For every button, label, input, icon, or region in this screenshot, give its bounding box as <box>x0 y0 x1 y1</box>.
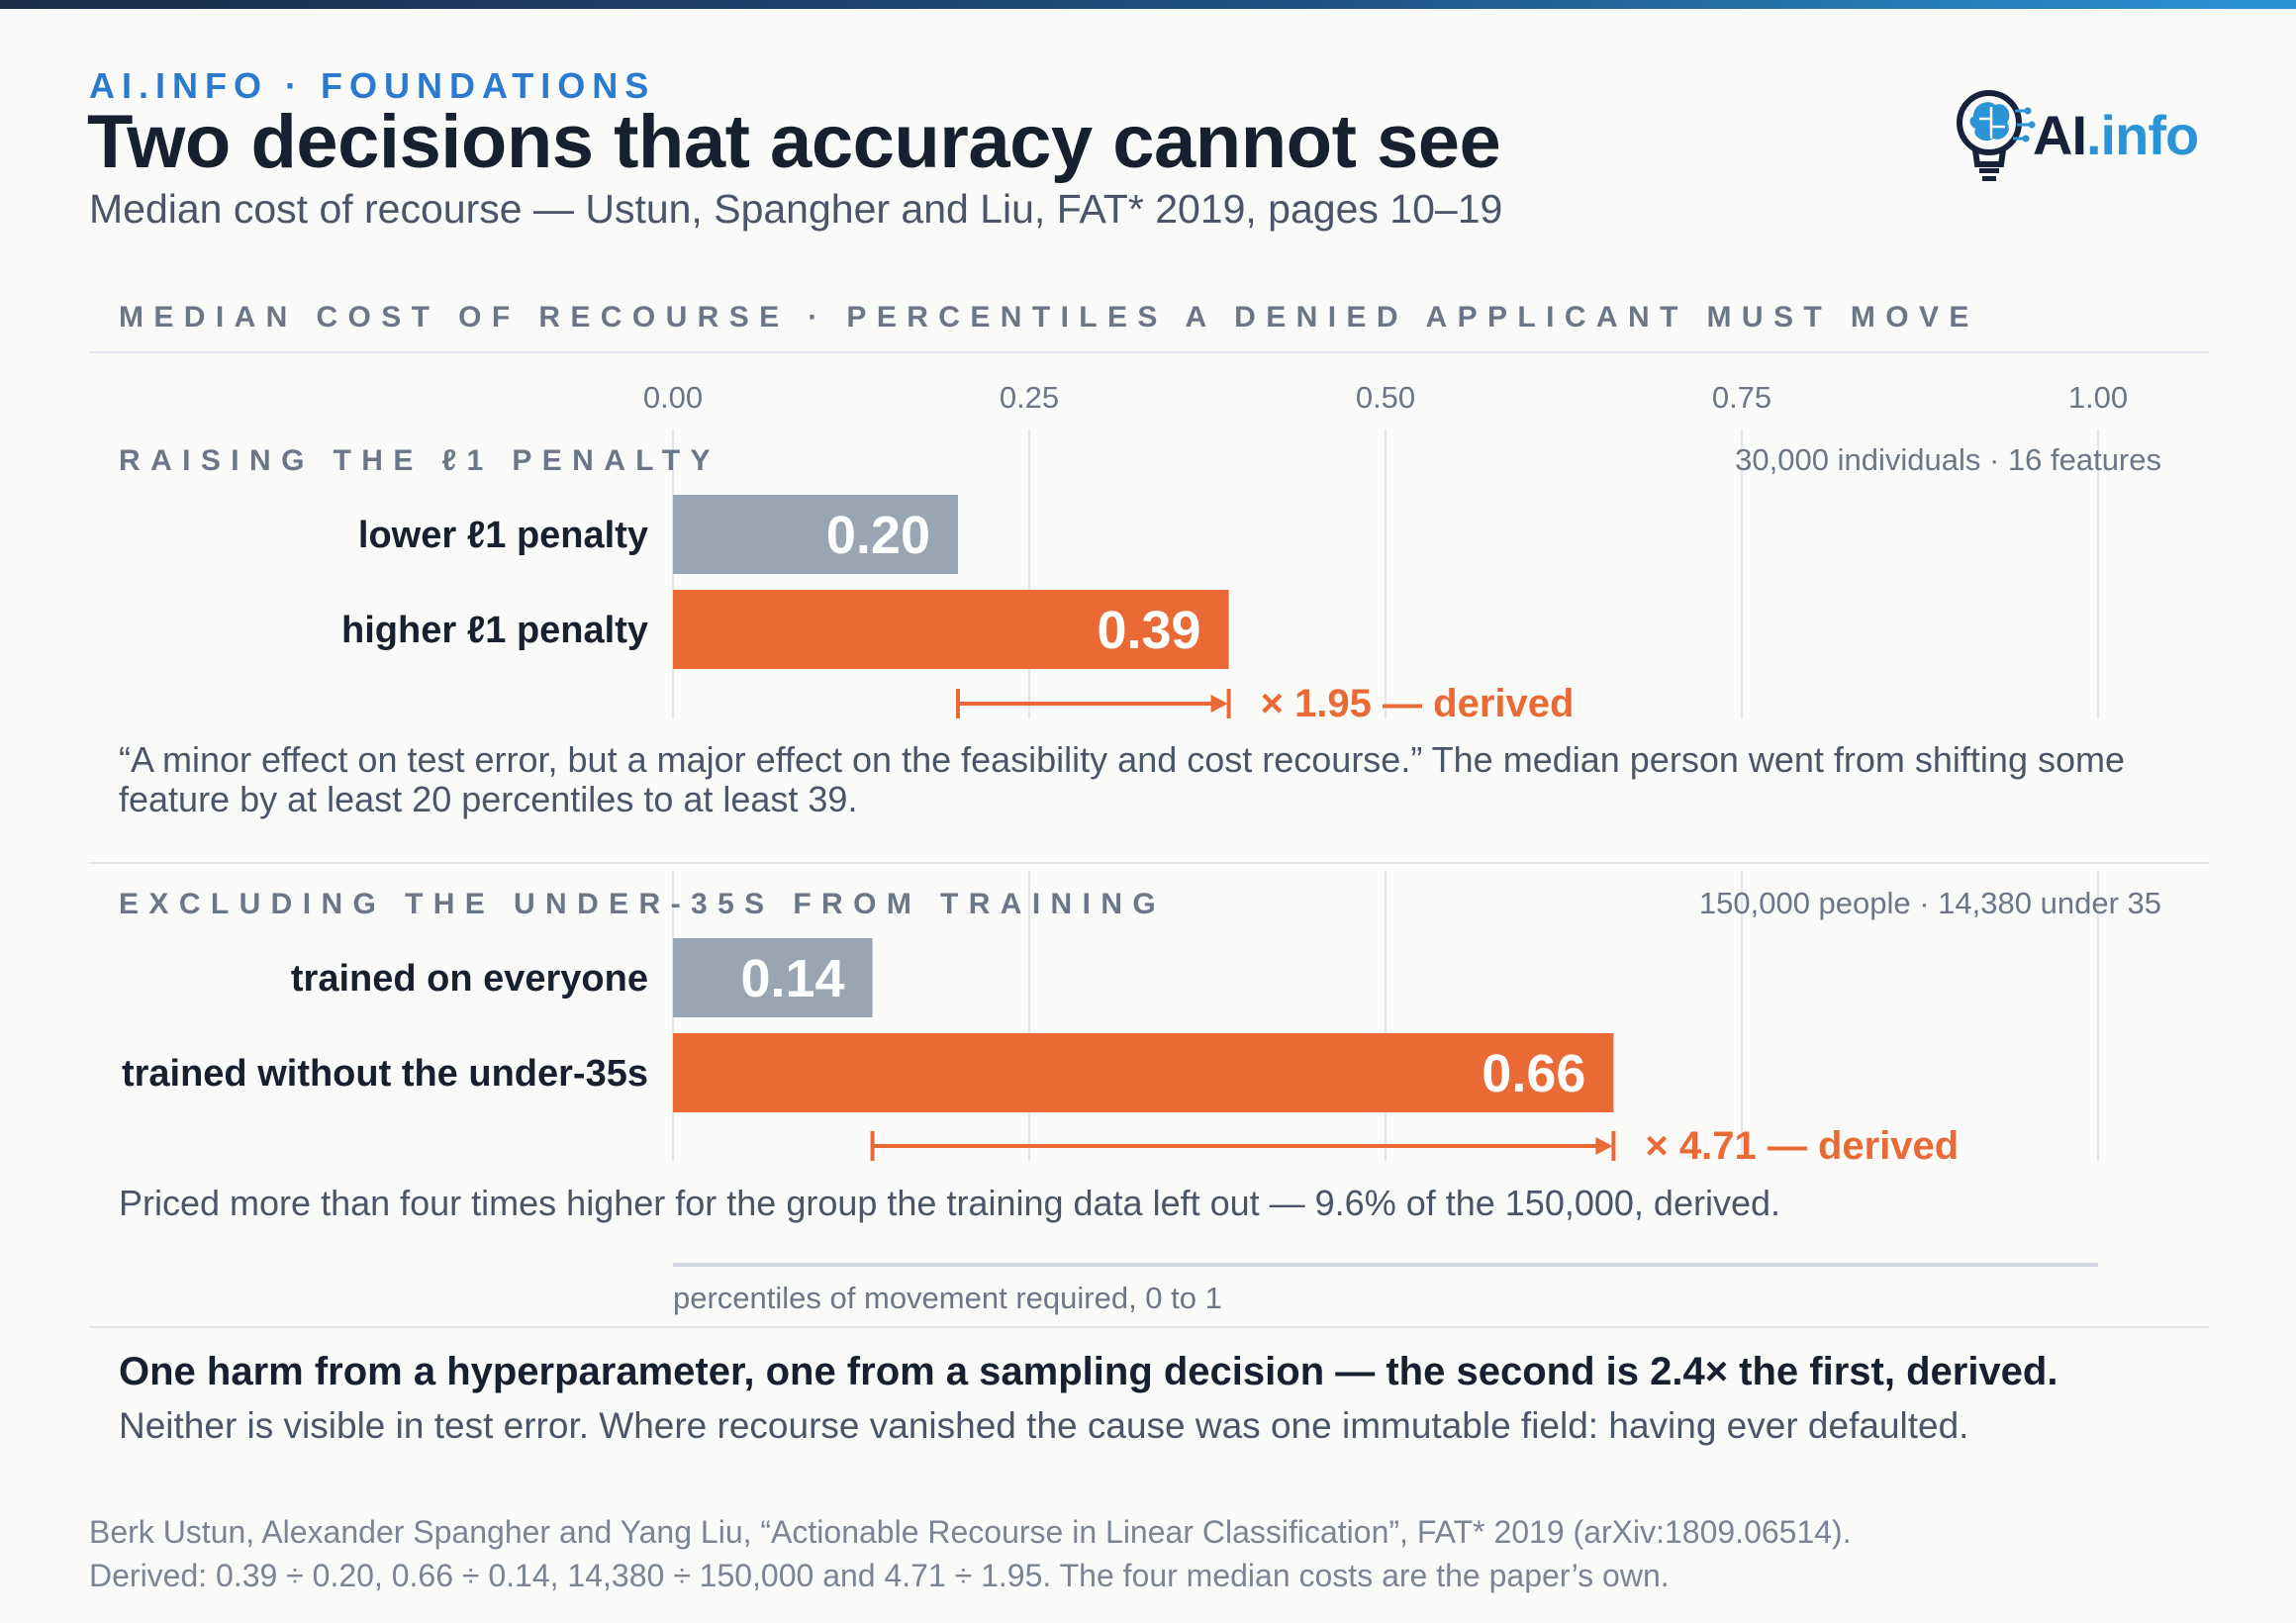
bar <box>673 495 958 574</box>
x-tick-label: 0.75 <box>1712 380 1771 415</box>
ratio-arrowhead <box>1595 1137 1613 1155</box>
bar-value-label: 0.14 <box>740 949 844 1008</box>
bar-value-label: 0.20 <box>826 506 930 565</box>
bar-value-label: 0.39 <box>1097 601 1200 660</box>
logo-text-main: AI <box>2033 104 2087 166</box>
conclusion-subtext: Neither is visible in test error. Where … <box>119 1405 1969 1446</box>
bar-value-label: 0.66 <box>1482 1044 1585 1103</box>
panel-note: “A minor effect on test error, but a maj… <box>119 739 2126 819</box>
derivation-note: Derived: 0.39 ÷ 0.20, 0.66 ÷ 0.14, 14,38… <box>89 1558 1670 1593</box>
x-tick-label: 0.00 <box>643 380 703 415</box>
conclusion-headline: One harm from a hyperparameter, one from… <box>119 1350 2058 1393</box>
logo-text-dot: .info <box>2086 104 2199 166</box>
x-tick-label: 1.00 <box>2068 380 2128 415</box>
lightbulb-brain-icon <box>1957 90 2036 181</box>
ratio-label: × 4.71 — derived <box>1645 1124 1959 1168</box>
bar-category-label: trained without the under-35s <box>122 1053 648 1095</box>
panel-note: Priced more than four times higher for t… <box>119 1183 1780 1223</box>
panel-heading: RAISING THE ℓ1 PENALTY <box>119 444 720 477</box>
x-tick-label: 0.25 <box>1000 380 1059 415</box>
ratio-label: × 1.95 — derived <box>1261 682 1575 725</box>
bar <box>673 1033 1614 1112</box>
divider <box>89 862 2209 864</box>
ratio-arrowhead <box>1210 695 1228 713</box>
divider <box>89 351 2209 353</box>
kicker: AI.INFO · FOUNDATIONS <box>89 65 656 106</box>
brand-logo: AI.info <box>2033 103 2199 167</box>
section-heading: MEDIAN COST OF RECOURSE · PERCENTILES A … <box>119 301 1979 334</box>
panel-meta: 30,000 individuals · 16 features <box>1735 442 2161 477</box>
x-tick-label: 0.50 <box>1356 380 1415 415</box>
bar <box>673 590 1229 669</box>
bar-category-label: lower ℓ1 penalty <box>358 515 648 556</box>
bar <box>673 938 873 1017</box>
panel-meta: 150,000 people · 14,380 under 35 <box>1699 886 2161 920</box>
divider <box>89 1326 2209 1328</box>
source-citation: Berk Ustun, Alexander Spangher and Yang … <box>89 1514 1852 1550</box>
x-axis-label: percentiles of movement required, 0 to 1 <box>673 1281 1222 1315</box>
bar-category-label: higher ℓ1 penalty <box>341 610 648 651</box>
top-accent-bar <box>0 0 2296 9</box>
bar-category-label: trained on everyone <box>291 958 648 1000</box>
page-subtitle: Median cost of recourse — Ustun, Spanghe… <box>89 186 1503 232</box>
page-title: Two decisions that accuracy cannot see <box>87 100 1501 184</box>
panel-heading: EXCLUDING THE UNDER-35S FROM TRAINING <box>119 888 1166 920</box>
